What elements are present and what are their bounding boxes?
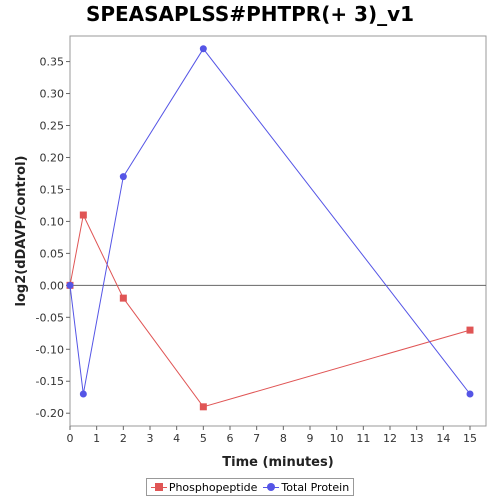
y-tick-label: 0.20 <box>40 151 65 164</box>
x-tick-label: 0 <box>67 432 74 445</box>
y-tick-label: 0.30 <box>40 88 65 101</box>
x-tick-label: 10 <box>330 432 344 445</box>
y-tick-label: 0.10 <box>40 215 65 228</box>
x-axis-title: Time (minutes) <box>222 455 333 470</box>
data-point-total-protein <box>199 45 207 53</box>
y-tick-label: 0.15 <box>40 183 65 196</box>
x-tick-label: 3 <box>147 432 154 445</box>
legend-swatch-total-protein <box>263 482 280 492</box>
x-tick-label: 1 <box>93 432 100 445</box>
x-tick-label: 11 <box>356 432 370 445</box>
legend-item-total-protein: Total Protein <box>263 481 349 494</box>
legend-swatch-phosphopeptide <box>150 482 167 492</box>
data-point-phosphopeptide <box>119 294 127 302</box>
x-tick-label: 6 <box>227 432 234 445</box>
y-axis-title: log2(dDAVP/Control) <box>14 156 29 307</box>
x-tick-label: 8 <box>280 432 287 445</box>
data-point-total-protein <box>119 173 127 181</box>
legend-label-phosphopeptide: Phosphopeptide <box>168 480 258 494</box>
x-tick-label: 9 <box>307 432 314 445</box>
x-tick-label: 5 <box>200 432 207 445</box>
plot-area <box>69 35 487 427</box>
legend: Phosphopeptide Total Protein <box>146 478 354 496</box>
y-tick-label: 0.05 <box>40 247 65 260</box>
data-point-total-protein <box>66 281 74 289</box>
x-tick-label: 13 <box>410 432 424 445</box>
data-point-phosphopeptide <box>466 326 474 334</box>
y-tick-label: 0.35 <box>40 56 65 69</box>
y-tick-label: -0.10 <box>36 343 64 356</box>
chart-title: SPEASAPLSS#PHTPR(+ 3)_v1 <box>85 2 415 26</box>
y-tick-label: -0.05 <box>36 311 64 324</box>
legend-item-phosphopeptide: Phosphopeptide <box>150 480 258 494</box>
data-point-total-protein <box>79 390 87 398</box>
data-point-phosphopeptide <box>199 403 207 411</box>
x-tick-label: 7 <box>253 432 260 445</box>
data-point-total-protein <box>466 390 474 398</box>
x-tick-label: 14 <box>436 432 450 445</box>
y-tick-label: 0.25 <box>40 120 65 133</box>
x-tick-label: 12 <box>383 432 397 445</box>
legend-label-total-protein: Total Protein <box>281 480 350 494</box>
x-tick-label: 2 <box>120 432 127 445</box>
y-tick-label: 0.00 <box>40 279 65 292</box>
x-tick-label: 4 <box>173 432 180 445</box>
y-tick-label: -0.15 <box>36 375 64 388</box>
data-point-phosphopeptide <box>79 211 87 219</box>
y-tick-label: -0.20 <box>36 407 64 420</box>
x-tick-label: 15 <box>463 432 477 445</box>
